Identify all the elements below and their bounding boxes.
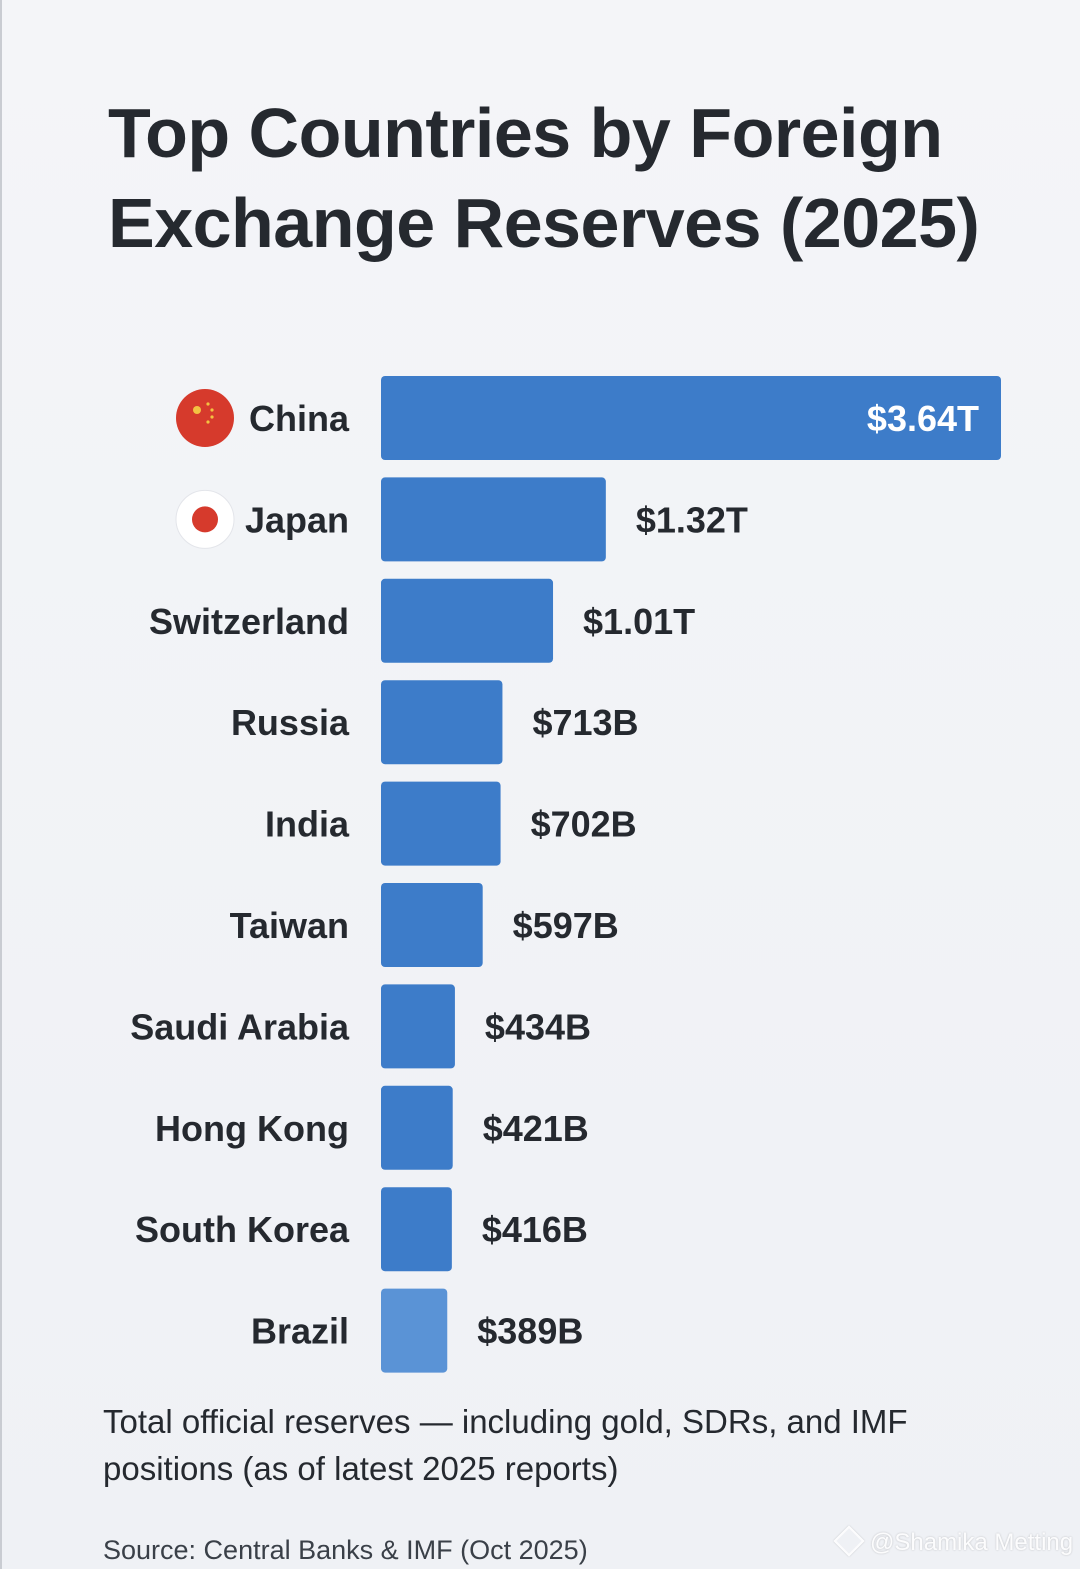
bar-china bbox=[381, 376, 1001, 460]
value-label-china: $3.64T bbox=[867, 398, 979, 439]
diamond-logo-icon bbox=[833, 1525, 865, 1557]
bar-taiwan bbox=[381, 883, 483, 967]
source-note: Source: Central Banks & IMF (Oct 2025) bbox=[103, 1535, 588, 1565]
bar-south-korea bbox=[381, 1187, 452, 1272]
bar-india bbox=[381, 781, 501, 866]
footnote: Total official reserves — including gold… bbox=[103, 1403, 908, 1487]
bar-brazil bbox=[381, 1288, 448, 1373]
bars-layer bbox=[381, 376, 1001, 1373]
bar-switzerland bbox=[381, 578, 554, 663]
value-label-hong-kong: $421B bbox=[483, 1108, 589, 1149]
value-label-japan: $1.32T bbox=[636, 499, 748, 540]
country-label-hong-kong: Hong Kong bbox=[155, 1108, 349, 1149]
country-label-india: India bbox=[265, 804, 350, 845]
watermark-text: @Shamika Metting bbox=[870, 1529, 1074, 1556]
country-label-russia: Russia bbox=[231, 702, 350, 743]
country-label-switzerland: Switzerland bbox=[149, 601, 349, 642]
chart-title: Top Countries by Foreign Exchange Reserv… bbox=[108, 94, 980, 262]
bar-saudi-arabia bbox=[381, 984, 455, 1069]
country-label-japan: Japan bbox=[245, 499, 349, 540]
flags-layer bbox=[175, 389, 235, 549]
bar-russia bbox=[381, 680, 503, 765]
country-label-south-korea: South Korea bbox=[135, 1209, 350, 1250]
value-label-india: $702B bbox=[531, 804, 637, 845]
bar-hong-kong bbox=[381, 1085, 453, 1170]
bar-japan bbox=[381, 477, 606, 562]
country-label-china: China bbox=[249, 398, 350, 439]
value-label-taiwan: $597B bbox=[513, 905, 619, 946]
value-label-russia: $713B bbox=[532, 702, 638, 743]
value-label-south-korea: $416B bbox=[482, 1209, 588, 1250]
china-flag-icon bbox=[176, 389, 234, 447]
labels-layer: $3.64T China $1.32T Japan $1.01T Switzerland $… bbox=[130, 398, 979, 1352]
country-label-brazil: Brazil bbox=[251, 1311, 349, 1352]
japan-flag-icon bbox=[175, 489, 235, 549]
left-edge-border bbox=[0, 0, 2, 1569]
country-label-taiwan: Taiwan bbox=[230, 905, 349, 946]
country-label-saudi-arabia: Saudi Arabia bbox=[130, 1006, 350, 1047]
value-label-saudi-arabia: $434B bbox=[485, 1006, 591, 1047]
value-label-switzerland: $1.01T bbox=[583, 601, 695, 642]
watermark: @Shamika Metting bbox=[833, 1525, 1074, 1560]
value-label-brazil: $389B bbox=[477, 1311, 583, 1352]
